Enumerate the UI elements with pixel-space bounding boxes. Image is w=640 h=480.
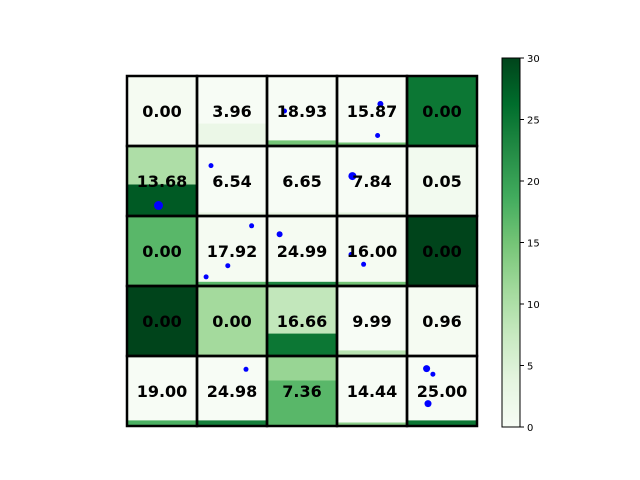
heatmap-cell <box>407 76 477 146</box>
heatmap-bar <box>197 420 267 426</box>
heatmap-cell <box>197 216 267 286</box>
heatmap-bar <box>267 140 337 146</box>
colorbar-tick-label: 0 <box>527 423 533 434</box>
cell-value-label: 0.00 <box>212 312 251 331</box>
heatmap-cell <box>197 286 267 356</box>
heatmap-bar <box>197 212 267 216</box>
cell-value-label: 17.92 <box>207 242 258 261</box>
cell-value-label: 6.65 <box>282 172 321 191</box>
colorbar: 0 5 10 15 20 25 30 <box>501 54 540 434</box>
colorbar-tick-label: 10 <box>527 300 540 311</box>
heatmap-cell-fill <box>267 380 337 426</box>
cell-value-label: 6.54 <box>212 172 251 191</box>
heatmap-bar <box>337 350 407 356</box>
heatmap-cell <box>407 356 477 426</box>
heatmap-cell <box>267 216 337 286</box>
scatter-point <box>203 274 209 280</box>
cell-value-label: 0.05 <box>422 172 461 191</box>
cell-value-label: 9.99 <box>352 312 391 331</box>
heatmap-bar <box>197 281 267 286</box>
heatmap-bar <box>407 420 477 426</box>
heatmap-cell <box>337 146 407 216</box>
scatter-point <box>361 261 367 267</box>
cell-value-label: 18.93 <box>277 102 328 121</box>
heatmap-bar <box>337 212 407 216</box>
colorbar-tick-label: 25 <box>527 116 540 127</box>
heatmap-cell <box>407 286 477 356</box>
cell-value-label: 7.84 <box>352 172 391 191</box>
scatter-point <box>430 371 436 377</box>
cell-value-label: 25.00 <box>417 382 468 401</box>
cell-value-label: 0.00 <box>422 242 461 261</box>
scatter-point <box>276 231 283 238</box>
heatmap-cell <box>127 356 197 426</box>
heatmap-cell <box>197 356 267 426</box>
cell-value-label: 19.00 <box>137 382 188 401</box>
cell-value-label: 24.99 <box>277 242 328 261</box>
scatter-points <box>154 101 436 408</box>
cell-value-label: 16.00 <box>347 242 398 261</box>
heatmap-bar <box>197 123 267 146</box>
heatmap-cell <box>127 286 197 356</box>
colorbar-tick-label: 5 <box>527 362 533 373</box>
heatmap-bar <box>267 281 337 286</box>
grid-lines <box>125 74 479 428</box>
colorbar-tick-label: 15 <box>527 239 540 250</box>
grid-cell-border <box>405 354 479 428</box>
colorbar-tick-label: 30 <box>527 54 540 65</box>
heatmap-bar <box>127 420 197 426</box>
heatmap-cell <box>127 76 197 146</box>
scatter-point <box>348 172 357 181</box>
heatmap-cell <box>337 76 407 146</box>
heatmap-bar <box>267 212 337 216</box>
heatmap-bar <box>337 281 407 286</box>
scatter-point <box>208 163 214 169</box>
heatmap-cell-fill <box>267 333 337 356</box>
heatmap-cell <box>337 286 407 356</box>
scatter-point <box>377 101 384 107</box>
colorbar-gradient <box>501 57 521 428</box>
heatmap-cell <box>127 216 197 286</box>
heatmap-cells <box>127 76 477 426</box>
scatter-point <box>348 252 354 257</box>
colorbar-ticks: 0 5 10 15 20 25 30 <box>520 54 540 434</box>
cell-value-label: 16.66 <box>277 312 328 331</box>
cell-labels: 0.00 3.96 18.93 15.87 0.00 13.68 6.54 6.65 7.84 0… <box>137 102 468 401</box>
scatter-point <box>249 223 255 229</box>
cell-value-label: 0.00 <box>422 102 461 121</box>
scatter-point <box>154 201 163 210</box>
cell-value-label: 13.68 <box>137 172 188 191</box>
heatmap-cell <box>337 356 407 426</box>
cell-value-label: 0.00 <box>142 242 181 261</box>
colorbar-tick-label: 20 <box>527 177 540 188</box>
cell-value-label: 14.44 <box>347 382 398 401</box>
cell-value-label: 15.87 <box>347 102 398 121</box>
cell-value-label: 3.96 <box>212 102 251 121</box>
cell-value-label: 0.00 <box>142 102 181 121</box>
cell-value-label: 0.00 <box>142 312 181 331</box>
scatter-point <box>424 400 432 408</box>
heatmap-cell <box>197 146 267 216</box>
scatter-point <box>375 133 381 138</box>
heatmap-cell <box>337 216 407 286</box>
heatmap-bar <box>337 422 407 426</box>
heatmap-bar <box>337 142 407 146</box>
scatter-point <box>225 263 231 269</box>
scatter-point <box>243 366 249 372</box>
heatmap-cell <box>267 146 337 216</box>
cell-value-label: 24.98 <box>207 382 258 401</box>
heatmap-cell <box>407 146 477 216</box>
cell-value-label: 0.96 <box>422 312 461 331</box>
scatter-point <box>282 108 287 114</box>
heatmap-cell-fill <box>127 184 197 216</box>
scatter-point <box>423 365 431 373</box>
heatmap-cell <box>407 216 477 286</box>
heatmap-cell <box>267 76 337 146</box>
cell-value-label: 7.36 <box>282 382 321 401</box>
